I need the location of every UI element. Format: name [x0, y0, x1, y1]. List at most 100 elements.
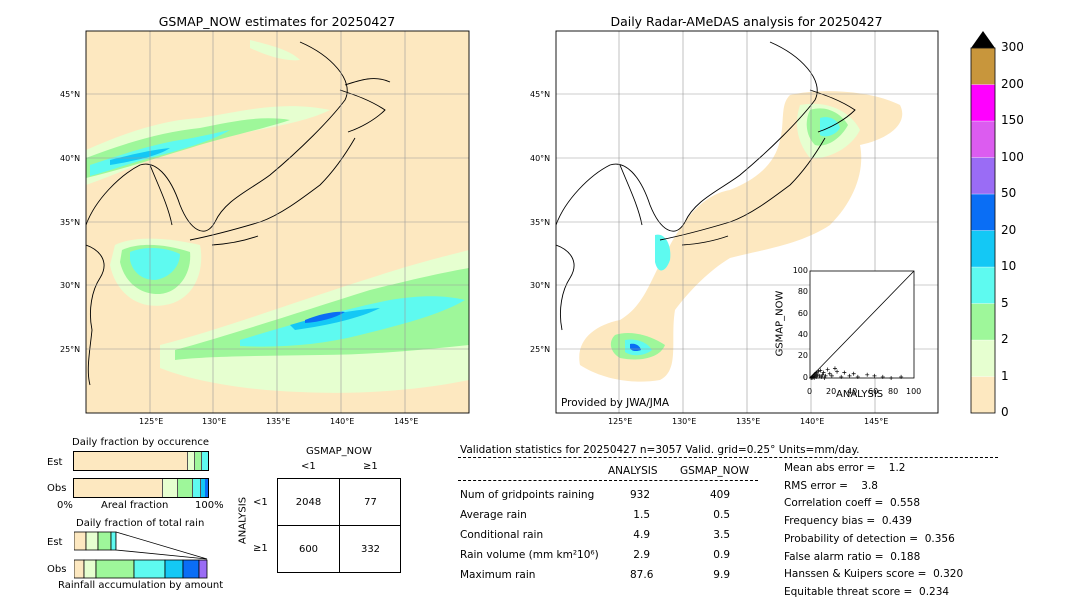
total-rain-title: Daily fraction of total rain	[76, 518, 205, 529]
row-label: Num of gridpoints raining	[460, 489, 595, 501]
validation-header: Validation statistics for 20250427 n=305…	[460, 444, 860, 456]
occurrence-est-label: Est	[47, 457, 63, 468]
row-analysis-value: 87.6	[630, 569, 654, 581]
occurrence-title: Daily fraction by occurence	[72, 437, 210, 448]
scatter-xlabel: ANALYSIS	[836, 389, 884, 400]
scatter-point	[889, 376, 894, 380]
y-tick: 80	[797, 287, 808, 296]
lat-tick: 35°N	[530, 218, 551, 227]
lon-tick: 125°E	[139, 417, 164, 426]
row-gsmap-value: 409	[710, 489, 731, 501]
scatter-point	[816, 369, 821, 374]
scatter-point	[872, 373, 877, 378]
x-tick: 20	[826, 387, 837, 396]
lat-tick: 45°N	[60, 90, 81, 99]
rain-area	[110, 148, 170, 165]
cell-lt-ge: 77	[364, 497, 377, 508]
scatter-point	[823, 373, 828, 378]
colorbar-segment	[970, 193, 996, 231]
rain-area	[250, 40, 300, 61]
scatter-point	[815, 372, 820, 377]
total-rain-footer: Rainfall accumulation by amount	[58, 580, 224, 591]
rain-area	[130, 248, 180, 280]
score-line: RMS error = 3.8	[784, 479, 878, 492]
contingency-table: 2048 77 600 332	[277, 478, 401, 573]
y-tick: 100	[792, 266, 808, 275]
colorbar-label: 100	[1001, 149, 1024, 164]
diagonal-line	[809, 270, 915, 379]
scatter-ylabel: GSMAP_NOW	[774, 290, 786, 357]
total-rain-est-label: Est	[47, 537, 63, 548]
credit-text: Provided by JWA/JMA	[561, 397, 670, 409]
x-tick: 0	[807, 387, 813, 396]
row-label: Rain volume (mm km²10⁶)	[460, 549, 599, 561]
lon-tick: 140°E	[330, 417, 355, 426]
score-line: Frequency bias = 0.439	[784, 515, 912, 528]
score-line: Equitable threat score = 0.234	[784, 585, 950, 598]
scatter-inset	[809, 270, 915, 380]
colorbar-label: 1	[1001, 368, 1009, 383]
lat-tick: 35°N	[60, 218, 81, 227]
colorbar-segment	[970, 303, 996, 341]
scatter-point	[855, 374, 860, 379]
rain-area	[305, 311, 345, 323]
right-map-title: Daily Radar-AMeDAS analysis for 20250427	[610, 14, 883, 29]
score-line: Correlation coeff = 0.558	[784, 497, 920, 510]
colorbar-label: 5	[1001, 295, 1009, 310]
colorbar-label: 20	[1001, 222, 1017, 237]
lat-tick: 30°N	[60, 281, 81, 290]
x-tick: 60	[868, 387, 879, 396]
lat-tick: 25°N	[530, 345, 551, 354]
row-gsmap-value: 0.9	[713, 549, 730, 561]
scatter-point	[829, 373, 834, 378]
row-analysis-value: 932	[630, 489, 651, 501]
colorbar-label: 300	[1001, 40, 1024, 54]
colorbar-label: 0	[1001, 405, 1009, 419]
colorbar-label: 150	[1001, 113, 1024, 127]
score-line: False alarm ratio = 0.188	[784, 550, 921, 563]
colorbar-segment	[970, 120, 996, 158]
axis-mid-label: Areal fraction	[101, 500, 169, 511]
row-label: Maximum rain	[460, 569, 536, 581]
row-gsmap-value: 9.9	[713, 569, 730, 581]
contingency-row-header: ANALYSIS	[237, 496, 249, 545]
row-label: Conditional rain	[460, 529, 544, 541]
row-analysis-value: 1.5	[633, 509, 650, 521]
scatter-point	[814, 370, 819, 375]
contingency-row-lt: <1	[253, 497, 268, 508]
colorbar-label: 10	[1001, 259, 1017, 273]
scatter-point	[817, 373, 822, 378]
colorbar-label: 200	[1001, 76, 1024, 91]
colorbar-label: 50	[1001, 186, 1017, 200]
right-map	[555, 30, 939, 414]
col-analysis-header: ANALYSIS	[608, 465, 658, 477]
x-tick: 100	[906, 387, 922, 396]
validation-divider	[458, 457, 998, 458]
gridlines	[86, 31, 469, 413]
lat-tick: 45°N	[530, 90, 551, 99]
scatter-point	[827, 371, 832, 376]
left-map	[85, 30, 470, 414]
colorbar-label: 2	[1001, 332, 1009, 346]
row-analysis-value: 2.9	[633, 549, 650, 561]
table-divider	[458, 480, 758, 481]
colorbar-segment	[970, 266, 996, 304]
lon-tick: 135°E	[266, 417, 291, 426]
colorbar	[970, 31, 996, 414]
scatter-point	[899, 374, 904, 379]
scatter-point	[847, 373, 852, 378]
axis-right-label: 100%	[195, 500, 224, 511]
score-line: Mean abs error = 1.2	[784, 462, 906, 474]
contingency-col-lt: <1	[301, 461, 316, 472]
colorbar-segments	[970, 47, 996, 414]
lat-tick: 40°N	[530, 154, 551, 163]
contingency-col-header: GSMAP_NOW	[306, 446, 372, 457]
row-gsmap-value: 0.5	[713, 509, 730, 521]
colorbar-segment	[970, 47, 996, 85]
y-tick: 40	[797, 330, 808, 339]
coverage-area	[579, 91, 903, 382]
row-gsmap-value: 3.5	[713, 529, 730, 541]
left-map-title: GSMAP_NOW estimates for 20250427	[158, 14, 396, 29]
scatter-point	[812, 376, 817, 380]
lon-tick: 145°E	[394, 417, 419, 426]
